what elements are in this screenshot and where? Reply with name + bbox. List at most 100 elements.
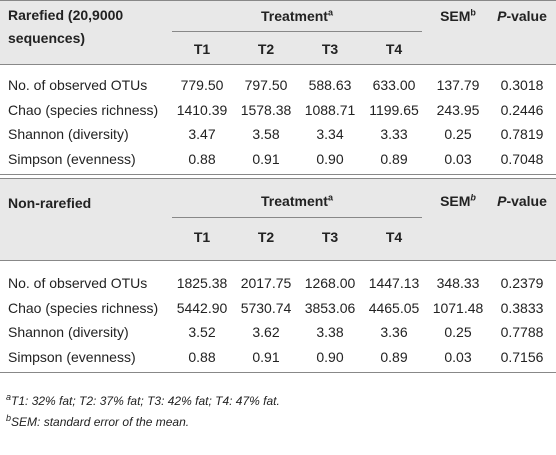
cell: 0.7819 bbox=[500, 126, 544, 143]
cell: 3.34 bbox=[316, 126, 344, 143]
p-italic: P bbox=[497, 193, 507, 209]
cell: 0.89 bbox=[380, 349, 408, 366]
rule bbox=[0, 372, 556, 373]
p-rest: -value bbox=[506, 193, 547, 209]
cell: 0.03 bbox=[444, 349, 472, 366]
footnote-mark: b bbox=[6, 413, 12, 423]
cell: 0.88 bbox=[188, 151, 216, 168]
cell: 588.63 bbox=[308, 77, 352, 93]
cell: 2017.75 bbox=[240, 275, 292, 291]
cell: 1410.39 bbox=[176, 101, 228, 118]
footnote: aT1: 32% fat; T2: 37% fat; T3: 42% fat; … bbox=[6, 392, 280, 410]
treatment-label: Treatment bbox=[261, 8, 328, 24]
row-label: Shannon (diversity) bbox=[8, 324, 129, 341]
section-title: Rarefied (20,9000 sequences) bbox=[8, 7, 124, 46]
cell: 0.91 bbox=[252, 349, 280, 366]
column-header: T2 bbox=[257, 41, 275, 57]
treatment-header: Treatmenta bbox=[261, 192, 333, 210]
treatment-header: Treatmenta bbox=[261, 7, 333, 25]
header-band bbox=[0, 0, 556, 64]
cell: 0.91 bbox=[252, 151, 280, 168]
cell: 0.3018 bbox=[500, 77, 544, 93]
cell: 3.52 bbox=[188, 324, 216, 341]
cell: 348.33 bbox=[436, 275, 480, 291]
treatment-label: Treatment bbox=[261, 193, 328, 209]
rule bbox=[172, 31, 422, 32]
rule bbox=[0, 178, 556, 179]
cell: 1578.38 bbox=[240, 101, 292, 118]
rule bbox=[0, 64, 556, 65]
row-label: Simpson (evenness) bbox=[8, 349, 136, 366]
footnote-mark: a bbox=[6, 392, 12, 402]
cell: 797.50 bbox=[244, 77, 288, 93]
cell: 0.25 bbox=[444, 126, 472, 143]
cell: 243.95 bbox=[436, 101, 480, 118]
cell: 0.3833 bbox=[500, 299, 544, 316]
rule bbox=[0, 174, 556, 175]
row-label: No. of observed OTUs bbox=[8, 77, 148, 93]
row-label: Chao (species richness) bbox=[8, 299, 159, 316]
rule bbox=[172, 217, 422, 218]
cell: 3.36 bbox=[380, 324, 408, 341]
cell: 0.7156 bbox=[500, 349, 544, 366]
cell: 633.00 bbox=[372, 77, 416, 93]
column-header: T4 bbox=[385, 229, 403, 245]
cell: 1447.13 bbox=[368, 275, 420, 291]
column-header: T1 bbox=[193, 229, 211, 245]
sem-header: SEMb bbox=[440, 7, 476, 25]
cell: 3.33 bbox=[380, 126, 408, 143]
cell: 0.90 bbox=[316, 151, 344, 168]
footnote-text: T1: 32% fat; T2: 37% fat; T3: 42% fat; T… bbox=[11, 394, 280, 408]
cell: 1825.38 bbox=[176, 275, 228, 291]
cell: 0.90 bbox=[316, 349, 344, 366]
footnote-mark: a bbox=[327, 7, 333, 18]
cell: 3.38 bbox=[316, 324, 344, 341]
section-title: Non-rarefied bbox=[8, 195, 92, 211]
row-label: Chao (species richness) bbox=[8, 101, 159, 118]
cell: 0.25 bbox=[444, 324, 472, 341]
cell: 3853.06 bbox=[304, 299, 356, 316]
cell: 0.89 bbox=[380, 151, 408, 168]
cell: 1199.65 bbox=[369, 101, 419, 118]
cell: 1071.48 bbox=[432, 299, 484, 316]
cell: 0.03 bbox=[444, 151, 472, 168]
header-band bbox=[0, 178, 556, 260]
column-header: T4 bbox=[385, 41, 403, 57]
cell: 4465.05 bbox=[368, 299, 420, 316]
cell: 0.88 bbox=[188, 349, 216, 366]
rule bbox=[0, 0, 556, 1]
footnote: bSEM: standard error of the mean. bbox=[6, 413, 189, 431]
cell: 5730.74 bbox=[240, 299, 292, 316]
cell: 3.47 bbox=[188, 126, 216, 143]
footnote-mark: b bbox=[470, 7, 476, 18]
footnote-mark: b bbox=[470, 192, 476, 203]
p-italic: P bbox=[497, 8, 507, 24]
cell: 3.62 bbox=[252, 324, 280, 341]
row-label: Shannon (diversity) bbox=[8, 126, 129, 143]
cell: 779.50 bbox=[180, 77, 224, 93]
cell: 1088.71 bbox=[304, 101, 356, 118]
sem-label: SEM bbox=[440, 8, 471, 24]
row-label: Simpson (evenness) bbox=[8, 151, 136, 168]
cell: 0.2379 bbox=[500, 275, 544, 291]
footnote-mark: a bbox=[327, 192, 333, 203]
cell: 137.79 bbox=[436, 77, 480, 93]
sem-header: SEMb bbox=[440, 192, 476, 210]
row-label: No. of observed OTUs bbox=[8, 275, 148, 291]
column-header: T2 bbox=[257, 229, 275, 245]
column-header: T1 bbox=[193, 41, 211, 57]
cell: 0.2446 bbox=[500, 101, 544, 118]
cell: 5442.90 bbox=[176, 299, 228, 316]
cell: 0.7788 bbox=[500, 324, 544, 341]
rule bbox=[0, 260, 556, 261]
cell: 0.7048 bbox=[500, 151, 544, 168]
p-rest: -value bbox=[506, 8, 547, 24]
p-value-header: P-value bbox=[497, 192, 547, 210]
column-header: T3 bbox=[321, 41, 339, 57]
cell: 1268.00 bbox=[304, 275, 356, 291]
footnote-text: SEM: standard error of the mean. bbox=[11, 415, 190, 429]
p-value-header: P-value bbox=[497, 7, 547, 25]
sem-label: SEM bbox=[440, 193, 471, 209]
column-header: T3 bbox=[321, 229, 339, 245]
